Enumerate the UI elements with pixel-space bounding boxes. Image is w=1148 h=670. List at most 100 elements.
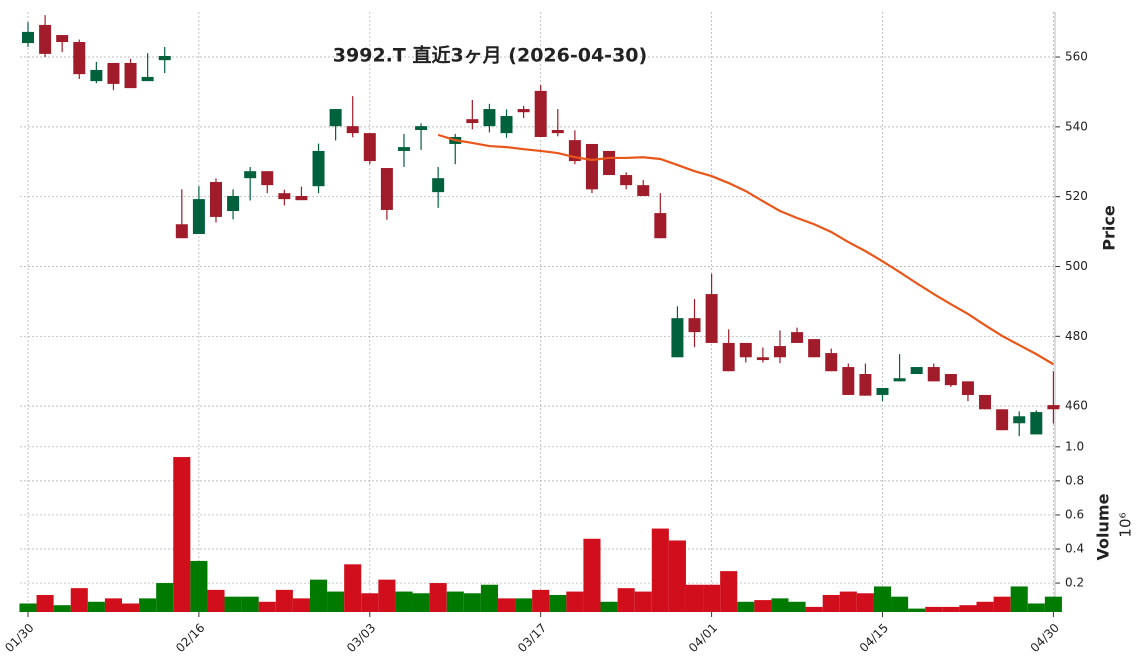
candle-body [500, 116, 513, 134]
volume-bar [207, 589, 225, 612]
candle-body [312, 150, 325, 187]
candle-body [261, 171, 274, 186]
candle-body [380, 168, 393, 210]
candle-body [996, 409, 1009, 431]
chart-title: 3992.T 直近3ヶ月 (2026-04-30) [333, 44, 647, 67]
volume-bar [771, 598, 789, 612]
candle-body [722, 342, 735, 372]
volume-bar [190, 560, 208, 612]
candle-body [278, 193, 291, 200]
candle-body [363, 133, 376, 162]
candle-body [483, 109, 496, 127]
x-tick-label: 03/03 [344, 621, 378, 655]
volume-bar [139, 598, 157, 612]
volume-bar [429, 583, 447, 612]
candle-body [944, 374, 957, 386]
volume-bar [19, 603, 37, 612]
volume-bar [891, 596, 909, 612]
volume-bar [309, 579, 328, 612]
volume-bar [566, 591, 584, 612]
volume-bar [121, 603, 140, 612]
volume-bar [156, 583, 174, 612]
x-tick-label: 04/15 [857, 621, 891, 655]
volume-bar [241, 596, 259, 612]
volume-axis-label: Volume [1094, 493, 1113, 560]
candle-body [107, 62, 120, 84]
y-tick-label: 560 [1065, 50, 1088, 64]
volume-bar [1027, 603, 1045, 612]
volume-bar [275, 589, 293, 612]
volume-bar [873, 586, 892, 612]
volume-bar [446, 591, 464, 612]
candle-body [56, 35, 69, 43]
volume-bar [344, 564, 362, 612]
volume-bar [993, 596, 1011, 612]
candle-body [1047, 405, 1060, 410]
volume-bar [651, 528, 669, 612]
candle-body [158, 55, 171, 61]
volume-bar [327, 591, 345, 612]
candle-body [141, 76, 154, 82]
volume-bar [668, 540, 686, 612]
volume-bar [497, 598, 516, 612]
volume-bar [703, 584, 721, 612]
candle-body [637, 185, 650, 196]
volume-bar [412, 593, 430, 612]
x-tick-label: 01/30 [2, 621, 36, 655]
y-tick-label: 1.0 [1065, 439, 1084, 453]
candle-body [397, 147, 410, 151]
volume-bar [36, 594, 54, 612]
candle-body [705, 294, 718, 343]
candle-body [39, 24, 52, 54]
volume-bar [959, 605, 977, 612]
volume-bar [805, 606, 823, 612]
candle-body [961, 381, 974, 395]
candle-body [73, 42, 86, 75]
candle-body [22, 31, 34, 44]
volume-bar [822, 594, 840, 612]
candle-body [175, 224, 188, 239]
volume-bar [617, 588, 635, 612]
candle-body [227, 195, 240, 211]
candle-body [825, 353, 838, 372]
volume-bar [1044, 596, 1062, 612]
candle-body [432, 178, 445, 193]
volume-bar [515, 598, 533, 612]
y-tick-label: 0.8 [1065, 473, 1084, 487]
volume-bar [856, 593, 874, 612]
candle-body [842, 367, 855, 395]
x-tick-label: 04/01 [686, 621, 720, 655]
y-tick-label: 0.6 [1065, 507, 1084, 521]
candle-body [688, 318, 701, 333]
candle-body [244, 171, 257, 179]
candle-body [654, 213, 667, 239]
candle-body [808, 339, 821, 358]
candle-body [124, 62, 137, 89]
volume-bar [53, 605, 71, 612]
volume-bar [70, 588, 88, 612]
candle-body [534, 90, 547, 137]
candle-body [910, 367, 923, 375]
volume-bar [737, 601, 755, 612]
volume-bar [1010, 586, 1028, 612]
volume-bar [224, 596, 242, 612]
candle-body [1013, 416, 1026, 424]
candle-body [603, 150, 616, 176]
y-tick-label: 0.4 [1065, 541, 1084, 555]
candle-body [517, 109, 530, 113]
volume-bar [480, 584, 498, 612]
volume-bar [634, 591, 652, 612]
candle-body [739, 342, 752, 358]
volume-bar [395, 591, 413, 612]
volume-bar [532, 589, 550, 612]
volume-bar [104, 598, 122, 612]
volume-bar [925, 606, 943, 612]
candle-body [876, 387, 889, 395]
volume-bar [685, 584, 704, 612]
volume-bar [908, 608, 926, 612]
price-axis-label: Price [1100, 205, 1119, 251]
candle-body [927, 367, 940, 382]
candle-body [466, 119, 479, 124]
moving-average-line [437, 133, 1054, 366]
candle-body [859, 374, 872, 396]
